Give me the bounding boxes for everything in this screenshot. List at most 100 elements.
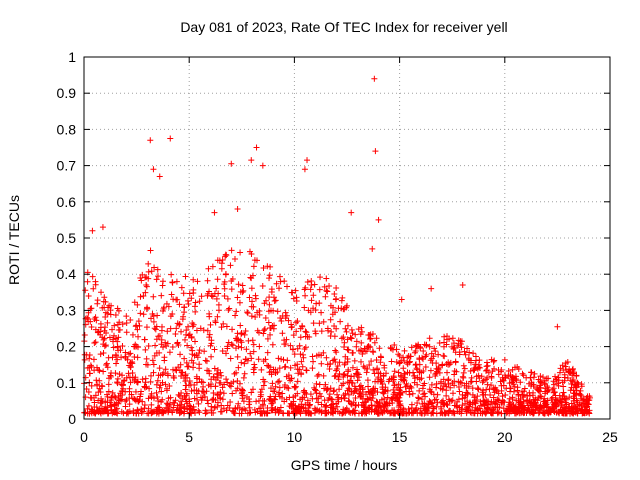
data-point	[122, 403, 129, 410]
data-point	[150, 312, 157, 319]
data-point	[95, 397, 102, 404]
data-point	[106, 302, 113, 309]
data-point	[333, 325, 340, 332]
data-point	[495, 397, 502, 404]
data-point	[182, 396, 189, 403]
data-point	[202, 407, 209, 414]
data-point	[331, 387, 338, 394]
data-point	[276, 365, 283, 372]
data-point	[200, 327, 207, 334]
data-point	[254, 309, 261, 316]
data-point	[208, 376, 215, 383]
data-point	[252, 313, 259, 320]
data-point	[331, 333, 338, 340]
data-point	[318, 328, 325, 335]
data-point	[449, 335, 456, 342]
data-point	[532, 407, 539, 414]
data-point	[143, 355, 150, 362]
data-point	[148, 407, 155, 414]
data-point	[114, 305, 121, 312]
data-point	[408, 344, 415, 351]
data-point	[131, 299, 138, 306]
data-point	[134, 301, 141, 308]
data-point	[451, 410, 458, 417]
data-point	[369, 330, 376, 337]
data-point	[327, 404, 334, 411]
data-point	[300, 351, 307, 358]
data-point	[164, 370, 171, 377]
data-point	[155, 273, 162, 280]
data-point	[433, 403, 440, 410]
data-point	[261, 398, 268, 405]
data-point	[86, 370, 93, 377]
data-point	[475, 386, 482, 393]
data-point	[305, 307, 312, 314]
data-point	[441, 333, 448, 340]
data-point	[246, 401, 253, 408]
data-point	[137, 293, 144, 300]
data-point	[331, 290, 338, 297]
data-point	[495, 409, 502, 416]
data-point	[288, 324, 295, 331]
data-point	[97, 324, 104, 331]
data-point	[447, 359, 454, 366]
data-point	[236, 410, 243, 417]
data-point	[584, 408, 591, 415]
data-point	[418, 375, 425, 382]
data-point	[207, 321, 214, 328]
data-point	[189, 323, 196, 330]
data-point	[264, 362, 271, 369]
data-point	[290, 346, 297, 353]
data-point	[520, 398, 527, 405]
data-point	[372, 148, 379, 155]
data-point	[257, 389, 264, 396]
data-point	[555, 382, 562, 389]
data-point	[422, 353, 429, 360]
data-point	[569, 378, 576, 385]
data-point	[249, 337, 256, 344]
data-point	[567, 387, 574, 394]
data-point	[241, 331, 248, 338]
data-point	[393, 346, 400, 353]
data-point	[253, 398, 260, 405]
data-point	[292, 392, 299, 399]
data-point	[152, 326, 159, 333]
data-point	[518, 408, 525, 415]
data-point	[455, 396, 462, 403]
data-point	[355, 401, 362, 408]
data-point	[147, 137, 154, 144]
data-point	[330, 388, 337, 395]
data-point	[208, 337, 215, 344]
data-point	[327, 316, 334, 323]
data-point	[510, 377, 517, 384]
data-point	[279, 410, 286, 417]
data-point	[367, 335, 374, 342]
data-point	[404, 382, 411, 389]
data-point	[341, 361, 348, 368]
data-point	[193, 351, 200, 358]
data-point	[172, 330, 179, 337]
data-point	[501, 399, 508, 406]
data-point	[82, 287, 89, 294]
data-point	[112, 311, 119, 318]
data-point	[387, 344, 394, 351]
data-point	[112, 351, 119, 358]
data-point	[373, 356, 380, 363]
data-point	[550, 378, 557, 385]
data-point	[324, 386, 331, 393]
data-point	[148, 394, 155, 401]
data-point	[404, 361, 411, 368]
data-point	[169, 409, 176, 416]
data-point	[224, 379, 231, 386]
data-point	[570, 390, 577, 397]
data-point	[272, 383, 279, 390]
y-tick-label: 0.6	[57, 194, 77, 210]
data-point	[407, 353, 414, 360]
data-point	[187, 381, 194, 388]
data-point	[168, 291, 175, 298]
data-point	[535, 394, 542, 401]
data-point	[433, 396, 440, 403]
data-point	[357, 347, 364, 354]
data-point	[156, 349, 163, 356]
data-point	[442, 409, 449, 416]
